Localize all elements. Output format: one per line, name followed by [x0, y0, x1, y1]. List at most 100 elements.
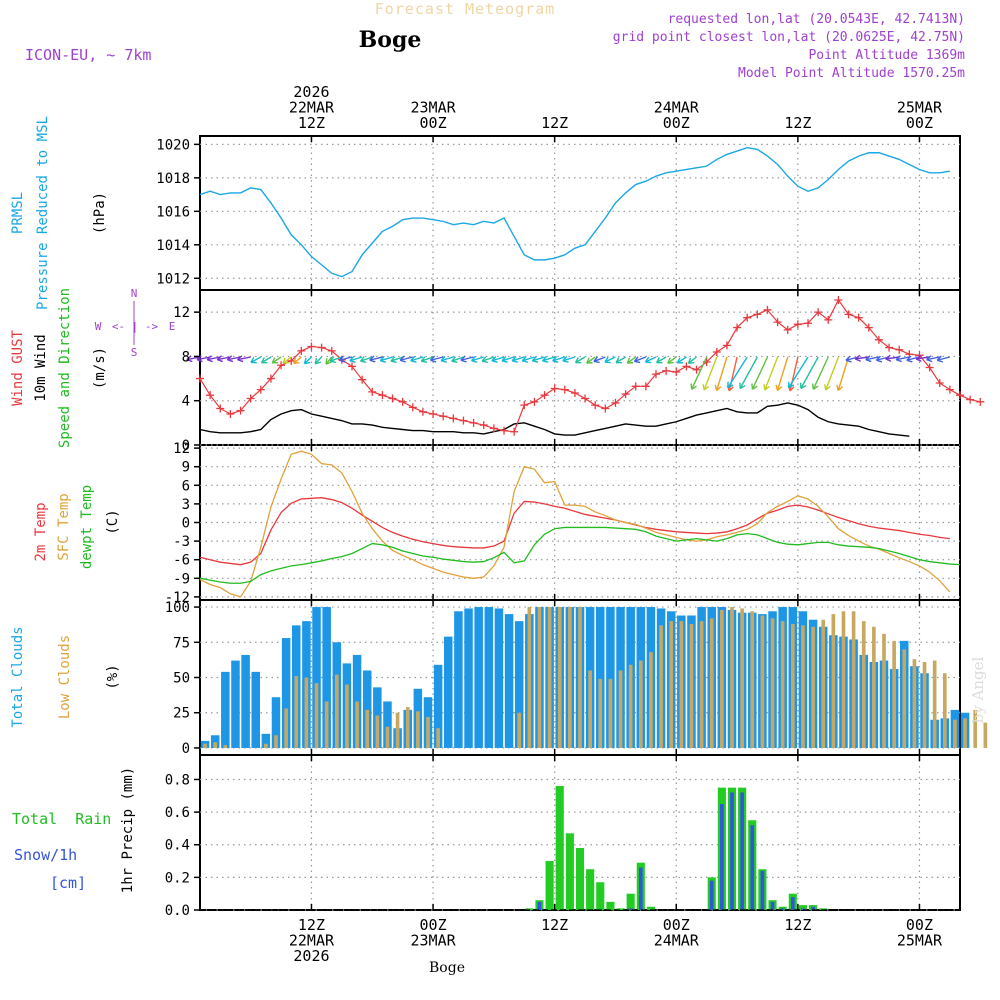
gust-marker — [793, 320, 802, 329]
gust-marker — [216, 404, 225, 413]
y-tick-label: -3 — [173, 534, 190, 550]
wind-arrow-head — [206, 355, 213, 363]
rain-bar — [565, 833, 574, 910]
wind-arrow-head — [562, 356, 569, 363]
temp-unit: (C) — [105, 509, 121, 534]
sfc-label: SFC Temp — [56, 493, 72, 560]
low-cloud-bar — [426, 716, 430, 748]
snow-bar — [760, 870, 765, 910]
wind-arrow-head — [854, 354, 861, 362]
low-cloud-bar — [770, 618, 775, 748]
wind-arrow — [421, 356, 434, 362]
wind-arrow — [626, 356, 637, 364]
top-time-label: 00Z — [420, 114, 447, 132]
gust-marker — [570, 388, 579, 397]
total-cloud-bar — [241, 654, 250, 748]
y-tick-label: 100 — [165, 600, 190, 616]
y-tick-label: 0.8 — [165, 772, 190, 788]
total-clouds-label: Total Clouds — [10, 626, 26, 727]
snow-bar — [638, 867, 643, 910]
wind-arrow-head — [379, 355, 387, 363]
wind-arrow-head — [676, 357, 684, 364]
compass-rose: N W E S <- | -> — [95, 287, 176, 359]
wind-arrow-head — [687, 357, 695, 365]
total-cloud-bar — [261, 733, 271, 748]
wind-arrow-head — [727, 381, 734, 389]
wind-arrow-head — [593, 356, 600, 364]
low-cloud-bar — [223, 745, 228, 748]
gust-marker — [783, 325, 792, 334]
wind-arrow — [522, 356, 535, 362]
wind-arrow-head — [359, 356, 367, 364]
sfc-temp-line — [199, 450, 951, 598]
wind-10m-label: 10m Wind — [33, 334, 49, 401]
wind-arrow — [593, 356, 606, 363]
top-time-label: 22MAR — [289, 99, 335, 117]
low-cloud-bar — [557, 607, 562, 748]
axis-layer: 1012 1014 1016 1018 1020 0 4 8 12 -12 -9 -6 -3 0 3 6 9 12… — [156, 83, 943, 965]
subtitle: Forecast Meteogram — [375, 0, 556, 18]
y-tick-label: 8 — [182, 349, 190, 365]
snow-label: Snow/1h — [14, 846, 77, 864]
wind-arrow-head — [329, 356, 336, 364]
y-tick-label: 0 — [182, 741, 190, 757]
wind-arrow — [369, 356, 383, 361]
wind-arrow — [667, 356, 677, 364]
gust-marker — [672, 367, 681, 376]
wind-arrow — [314, 356, 323, 365]
wind-arrow-head — [644, 356, 652, 364]
y-tick-label: -9 — [173, 571, 190, 587]
y-tick-label: -6 — [173, 553, 190, 569]
wind-arrow-head — [615, 357, 622, 364]
rain-bar — [525, 908, 534, 910]
gust-marker — [489, 424, 498, 433]
gust-marker — [307, 342, 316, 351]
gust-marker — [753, 310, 762, 319]
gust-marker — [378, 391, 387, 400]
y-tick-label: 12 — [173, 305, 190, 321]
gust-marker — [945, 385, 954, 394]
wind-arrow-head — [906, 355, 913, 363]
wind-arrow-head — [604, 356, 611, 364]
wind-arrow-head — [196, 355, 203, 363]
total-cloud-bar — [251, 671, 260, 748]
gust-marker — [692, 365, 701, 374]
wind-gust-label: Wind GUST — [10, 330, 26, 406]
wind-arrow — [865, 356, 880, 361]
gridpoint-coords: grid point closest lon,lat (20.0625E, 42… — [613, 30, 965, 45]
gust-marker — [196, 374, 204, 383]
low-cloud-bar — [416, 711, 420, 748]
clouds-unit: (%) — [105, 664, 121, 689]
y-tick-label: 0.6 — [165, 805, 190, 821]
total-cloud-bar — [433, 664, 443, 748]
rain-bar — [798, 905, 807, 910]
y-tick-label: 0.4 — [165, 838, 190, 854]
top-time-label: 12Z — [541, 114, 568, 132]
low-cloud-bar — [699, 621, 704, 748]
gust-marker — [348, 362, 356, 371]
gust-marker — [601, 404, 610, 413]
bottom-time-label: 12Z — [541, 916, 568, 934]
snow-bar — [709, 880, 714, 910]
total-cloud-bar — [231, 660, 240, 748]
wind-arrow-head — [338, 355, 346, 363]
wind-arrow — [776, 356, 789, 391]
low-cloud-bar — [780, 621, 785, 748]
wind-arrow — [303, 356, 312, 365]
rain-bar — [586, 869, 595, 910]
wind-arrow — [410, 356, 424, 362]
total-cloud-bar — [606, 607, 615, 748]
y-tick-label: -12 — [165, 590, 190, 606]
bottom-time-label: 25MAR — [897, 932, 943, 950]
dewpt-label: dewpt Temp — [79, 485, 95, 569]
wind-arrow-head — [186, 355, 193, 363]
point-altitude: Point Altitude 1369m — [808, 48, 965, 63]
total-cloud-bar — [596, 607, 605, 748]
wind-arrow-head — [926, 355, 933, 363]
gust-marker — [256, 385, 265, 394]
total-cloud-bar — [514, 621, 524, 748]
wind-arrow — [250, 356, 262, 364]
requested-coords: requested lon,lat (20.0543E, 42.7413N) — [668, 12, 965, 27]
grid-layer — [200, 136, 960, 911]
